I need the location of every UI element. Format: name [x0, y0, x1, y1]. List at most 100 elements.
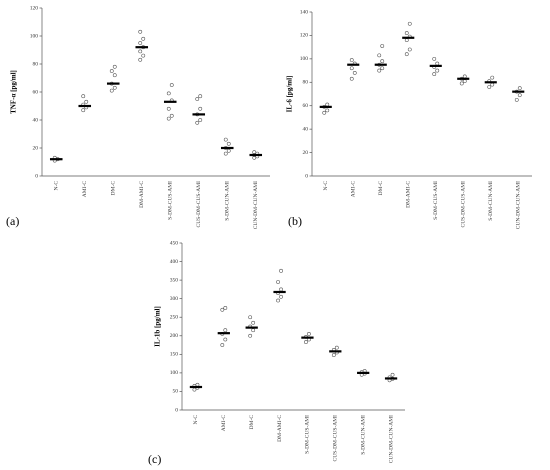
data-point: [198, 94, 203, 99]
y-axis-label: IL-6 [pg/ml]: [286, 76, 294, 113]
y-axis-label: TNF-α [pg/ml]: [10, 70, 18, 114]
data-point: [279, 294, 283, 299]
y-axis-label: IL-1b [pg/ml]: [154, 306, 162, 347]
x-tick-label: S-DM-CUN-AMI: [225, 181, 231, 221]
data-point: [349, 66, 354, 71]
x-tick-label: S-DM-CUS-AMI: [433, 181, 439, 220]
x-tick-label: AMI-C: [351, 181, 357, 198]
y-tick-label: 80: [303, 80, 309, 86]
x-tick-label: S-DM-CUS-AMI: [168, 181, 174, 220]
data-point: [252, 150, 257, 155]
data-point: [169, 113, 174, 118]
x-tick-label: CUS-DM-CUS-AMI: [333, 415, 339, 462]
x-tick-label: N-C: [193, 415, 199, 425]
data-point: [407, 21, 412, 26]
data-point: [307, 332, 311, 336]
data-point: [377, 68, 382, 73]
y-tick-label: 120: [30, 5, 39, 11]
data-point: [226, 141, 231, 146]
data-point: [112, 73, 117, 78]
data-point: [435, 61, 440, 66]
data-point: [112, 64, 117, 69]
data-point: [322, 110, 327, 115]
y-tick-label: 60: [33, 89, 39, 95]
data-point: [432, 72, 437, 76]
data-point: [141, 36, 146, 41]
y-tick-label: 60: [303, 103, 309, 109]
x-tick-label: DM-AMI-C: [277, 415, 283, 442]
y-tick-label: 50: [173, 389, 179, 395]
data-point: [349, 58, 354, 62]
data-point: [84, 99, 89, 104]
y-tick-label: 450: [170, 240, 179, 246]
y-tick-label: 100: [300, 56, 309, 62]
y-tick-label: 100: [170, 370, 179, 376]
data-point: [325, 102, 330, 107]
x-tick-label: CUN-DM-CUN-AMI: [253, 181, 259, 229]
data-point: [109, 69, 114, 73]
x-tick-label: N-C: [323, 181, 329, 191]
data-point: [517, 86, 522, 91]
y-tick-label: 150: [170, 352, 179, 358]
data-point: [304, 340, 308, 344]
data-point: [380, 66, 385, 71]
data-point: [220, 343, 225, 347]
data-point: [166, 106, 171, 111]
data-point: [349, 76, 354, 81]
x-tick-label: DM-C: [249, 415, 255, 430]
data-point: [380, 59, 385, 64]
data-point: [109, 88, 114, 93]
data-point: [432, 56, 437, 61]
data-point: [166, 91, 171, 96]
y-tick-label: 400: [170, 259, 179, 265]
data-point: [459, 81, 464, 86]
data-point: [226, 148, 231, 153]
data-point: [390, 372, 395, 377]
x-tick-label: DM-C: [378, 181, 384, 196]
data-point: [223, 328, 228, 333]
panel-label: (b): [288, 214, 302, 228]
panel-label: (a): [6, 214, 19, 228]
y-tick-label: 40: [303, 126, 309, 132]
data-point: [195, 97, 200, 101]
data-point: [251, 320, 256, 325]
data-point: [138, 41, 143, 45]
x-tick-label: CUN-DM-CUN-AMI: [388, 415, 394, 463]
x-tick-label: AMI-C: [82, 181, 88, 198]
data-point: [195, 120, 200, 125]
data-point: [223, 306, 228, 310]
data-point: [487, 85, 492, 89]
data-point: [490, 82, 495, 87]
data-point: [252, 155, 257, 160]
data-point: [81, 108, 86, 113]
y-tick-label: 40: [33, 117, 39, 123]
y-tick-label: 0: [175, 407, 178, 413]
y-tick-label: 350: [170, 277, 179, 283]
data-point: [435, 68, 440, 73]
x-tick-label: S-DM-CUN-AMI: [360, 415, 366, 455]
x-tick-label: N-C: [54, 181, 60, 191]
data-point: [138, 57, 143, 62]
data-point: [331, 353, 336, 357]
x-tick-label: CUS-DM-CUS-AMI: [461, 181, 467, 228]
data-point: [220, 307, 225, 312]
data-point: [276, 298, 280, 303]
panel-label: (c): [148, 452, 161, 466]
data-point: [166, 116, 171, 121]
y-tick-label: 200: [170, 333, 179, 339]
data-point: [462, 79, 467, 84]
data-point: [325, 108, 330, 113]
data-point: [380, 44, 385, 48]
data-point: [223, 337, 228, 342]
x-tick-label: DM-AMI-C: [406, 181, 412, 208]
data-point: [490, 75, 495, 80]
y-tick-label: 0: [35, 173, 38, 179]
data-point: [404, 52, 409, 57]
data-point: [334, 345, 339, 350]
x-tick-label: DM-AMI-C: [139, 181, 145, 208]
x-tick-label: S-DM-CUS-AMI: [305, 415, 311, 454]
y-tick-label: 140: [300, 9, 309, 15]
data-point: [279, 268, 283, 273]
data-point: [198, 106, 203, 111]
y-tick-label: 120: [300, 33, 309, 39]
